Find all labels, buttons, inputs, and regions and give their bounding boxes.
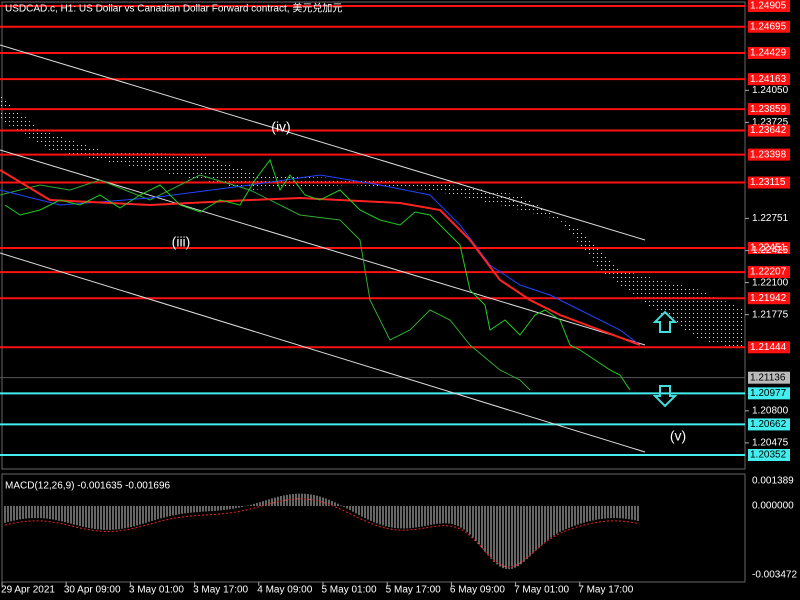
price-label: 1.20662 [750,419,787,430]
kijun-line [0,174,641,346]
level-label-box [748,292,790,305]
moving-average [0,169,641,346]
price-label: 1.24429 [750,48,787,59]
price-label: 1.22100 [752,277,789,288]
price-label: 1.22425 [752,245,789,256]
level-label-box [748,124,790,137]
up-arrow [652,310,678,333]
chart-title: USDCAD.c, H1: US Dollar vs Canadian Doll… [5,2,342,15]
price-label: 1.22207 [750,267,787,278]
price-label: 1.20475 [752,438,789,449]
price-label: 1.22451 [750,243,787,254]
level-label-box [748,20,790,33]
level-label-box [748,449,790,461]
time-label: 6 May 09:00 [450,585,505,596]
level-label-box [748,371,790,384]
price-label: 1.23725 [752,117,789,128]
main-panel [1,1,746,470]
price-label: 1.20800 [752,405,789,416]
time-label: 30 Apr 09:00 [64,585,121,596]
level-label-box [748,341,790,354]
level-label-box [748,176,790,189]
level-label-box [748,46,790,59]
time-label: 3 May 17:00 [193,585,248,596]
level-label-box [748,148,790,161]
price-line [4,158,631,391]
level-label-box [748,103,790,116]
price-label: 1.24163 [750,74,787,85]
down-arrow [652,385,678,408]
price-label: 1.23642 [750,125,787,136]
level-label-box [748,266,790,279]
level-label-box [748,418,790,431]
channel-line [0,44,646,241]
price-label: 1.24050 [752,85,789,96]
level-label-box [748,0,790,12]
price-label: 1.23115 [750,177,786,188]
time-label: 5 May 01:00 [321,585,376,596]
level-label-box [748,242,790,255]
price-label: 1.21444 [750,342,787,353]
level-label-box [748,387,790,400]
price-label: 1.20352 [750,450,787,461]
price-label: 1.21136 [750,372,786,383]
macd-axis-label: 0.000000 [752,501,794,512]
level-label-box [748,73,790,86]
price-label: 1.20977 [750,388,787,399]
lagging-span [0,174,531,391]
macd-panel [1,473,746,583]
price-label: 1.22751 [752,213,789,224]
macd-signal-line [4,498,639,568]
time-label: 5 May 17:00 [386,585,441,596]
macd-title: MACD(12,26,9) -0.001635 -0.001696 [5,481,171,492]
wave-label: (iv) [271,119,290,135]
price-label: 1.23859 [750,104,787,115]
time-label: 29 Apr 2021 [1,585,55,596]
macd-axis-label: 0.001389 [752,476,794,487]
price-label: 1.24905 [750,1,787,12]
ichimoku-cloud [0,95,745,350]
time-label: 7 May 17:00 [578,585,633,596]
time-label: 7 May 01:00 [514,585,569,596]
time-label: 4 May 09:00 [257,585,312,596]
channel-line [0,252,646,453]
price-label: 1.21942 [750,293,787,304]
macd-axis-label: -0.003472 [752,570,797,581]
wave-label: (v) [670,428,686,444]
wave-label: (iii) [172,234,191,250]
time-label: 3 May 01:00 [129,585,184,596]
price-label: 1.24695 [750,21,787,32]
price-label: 1.21775 [752,309,789,320]
price-label: 1.23398 [750,149,787,160]
